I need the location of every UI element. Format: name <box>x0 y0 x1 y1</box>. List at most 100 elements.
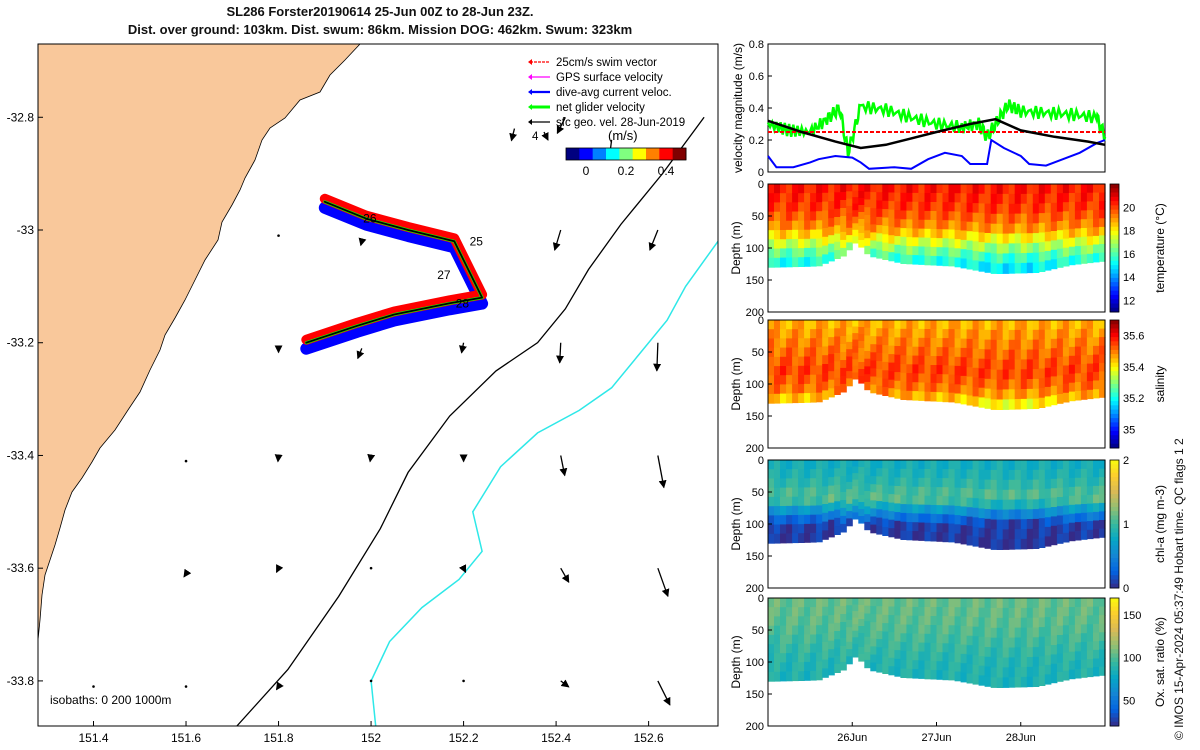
section-cell <box>966 320 974 330</box>
section-cell <box>954 653 962 663</box>
section-cell <box>828 623 835 633</box>
section-cell <box>906 328 913 339</box>
section-cell <box>864 207 871 216</box>
section-cell <box>870 184 877 193</box>
section-cell <box>996 263 1004 274</box>
section-cell <box>1050 460 1058 470</box>
section-cell <box>864 222 871 231</box>
section-cell <box>1014 379 1022 390</box>
section-cell <box>906 373 913 383</box>
section-cell <box>780 375 787 385</box>
geo-velocity-vector <box>552 229 562 251</box>
section-cell <box>930 356 938 366</box>
section-cell <box>1002 509 1010 521</box>
section-cell <box>936 460 944 470</box>
section-cell <box>828 615 835 625</box>
section-cell <box>1056 366 1064 376</box>
section-cell <box>828 511 835 521</box>
section-cell <box>786 375 793 385</box>
section-cell <box>1044 386 1052 398</box>
colorbar-segment <box>1110 362 1119 368</box>
section-cell <box>1014 460 1022 471</box>
section-cell <box>1038 636 1046 648</box>
section-cell <box>960 644 968 655</box>
section-cell <box>774 384 781 395</box>
section-cell <box>882 234 889 244</box>
colorbar-segment <box>1110 498 1119 504</box>
colorbar-segment <box>1110 435 1119 440</box>
section-cell <box>1008 339 1016 351</box>
section-cell <box>1020 184 1028 195</box>
section-cell <box>858 369 865 377</box>
section-cell <box>1093 201 1100 211</box>
colorbar-segment <box>1110 379 1119 385</box>
section-cell <box>900 390 907 400</box>
section-cell <box>1080 219 1088 229</box>
section-cell <box>1062 634 1070 645</box>
section-cell <box>810 643 817 654</box>
section-cell <box>876 606 883 615</box>
map-y-ticks: -32.8-33-33.2-33.4-33.6-33.8 <box>7 110 43 688</box>
colorbar-frame <box>1109 597 1120 727</box>
section-cell <box>936 523 944 533</box>
section-cell <box>912 642 919 652</box>
section-cell <box>864 245 871 255</box>
section-cell <box>972 664 980 676</box>
section-cell <box>900 381 907 392</box>
section-cell <box>978 656 986 667</box>
section-cell <box>858 191 865 199</box>
section-cell <box>870 662 877 672</box>
section-cell <box>960 625 968 636</box>
section-cell <box>960 616 968 627</box>
colorbar-segment <box>1110 354 1119 359</box>
section-cell <box>786 598 793 608</box>
section-cell <box>798 598 805 608</box>
section-cell <box>858 460 865 468</box>
section-cell <box>810 469 817 479</box>
section-cell <box>1062 211 1070 221</box>
section-cell <box>978 329 986 340</box>
section-cell <box>1074 460 1082 470</box>
section-cell <box>834 468 841 478</box>
section-cell <box>1002 489 1010 501</box>
section-cell <box>1002 379 1010 390</box>
section-cell <box>1026 509 1034 520</box>
section-cell <box>834 200 841 210</box>
section-cell <box>792 643 799 654</box>
section-cell <box>1044 479 1052 490</box>
section-cell <box>912 477 919 488</box>
section-cell <box>876 241 883 251</box>
section-cell <box>792 329 799 339</box>
section-cell <box>864 351 871 360</box>
section-cell <box>774 524 781 535</box>
section-cell <box>852 216 859 224</box>
section-cell <box>1086 486 1094 496</box>
section-cell <box>1026 243 1034 254</box>
section-cell <box>912 460 919 470</box>
colorbar-segment <box>1110 687 1119 693</box>
section-cell <box>1002 203 1010 215</box>
section-cell <box>852 229 859 237</box>
section-cell <box>816 184 823 194</box>
section-cell <box>912 391 919 401</box>
section-cell <box>822 650 829 661</box>
section-cell <box>810 202 817 212</box>
section-cell <box>1086 372 1094 382</box>
section-cell <box>840 638 847 647</box>
section-cell <box>1044 460 1052 471</box>
section-cell <box>906 382 913 392</box>
section-cell <box>1014 203 1022 215</box>
section-cell <box>936 607 944 617</box>
section-cell <box>888 657 895 667</box>
section-cell <box>1074 219 1082 229</box>
section-cell <box>966 367 974 378</box>
section-cell <box>936 193 944 203</box>
section-cell <box>984 184 992 195</box>
section-cell <box>846 356 853 365</box>
section-cell <box>1086 659 1094 669</box>
section-cell <box>978 498 986 509</box>
section-cell <box>972 212 980 223</box>
colorbar-segment <box>1110 485 1119 491</box>
section-cell <box>786 384 793 395</box>
section-cell <box>894 320 901 330</box>
